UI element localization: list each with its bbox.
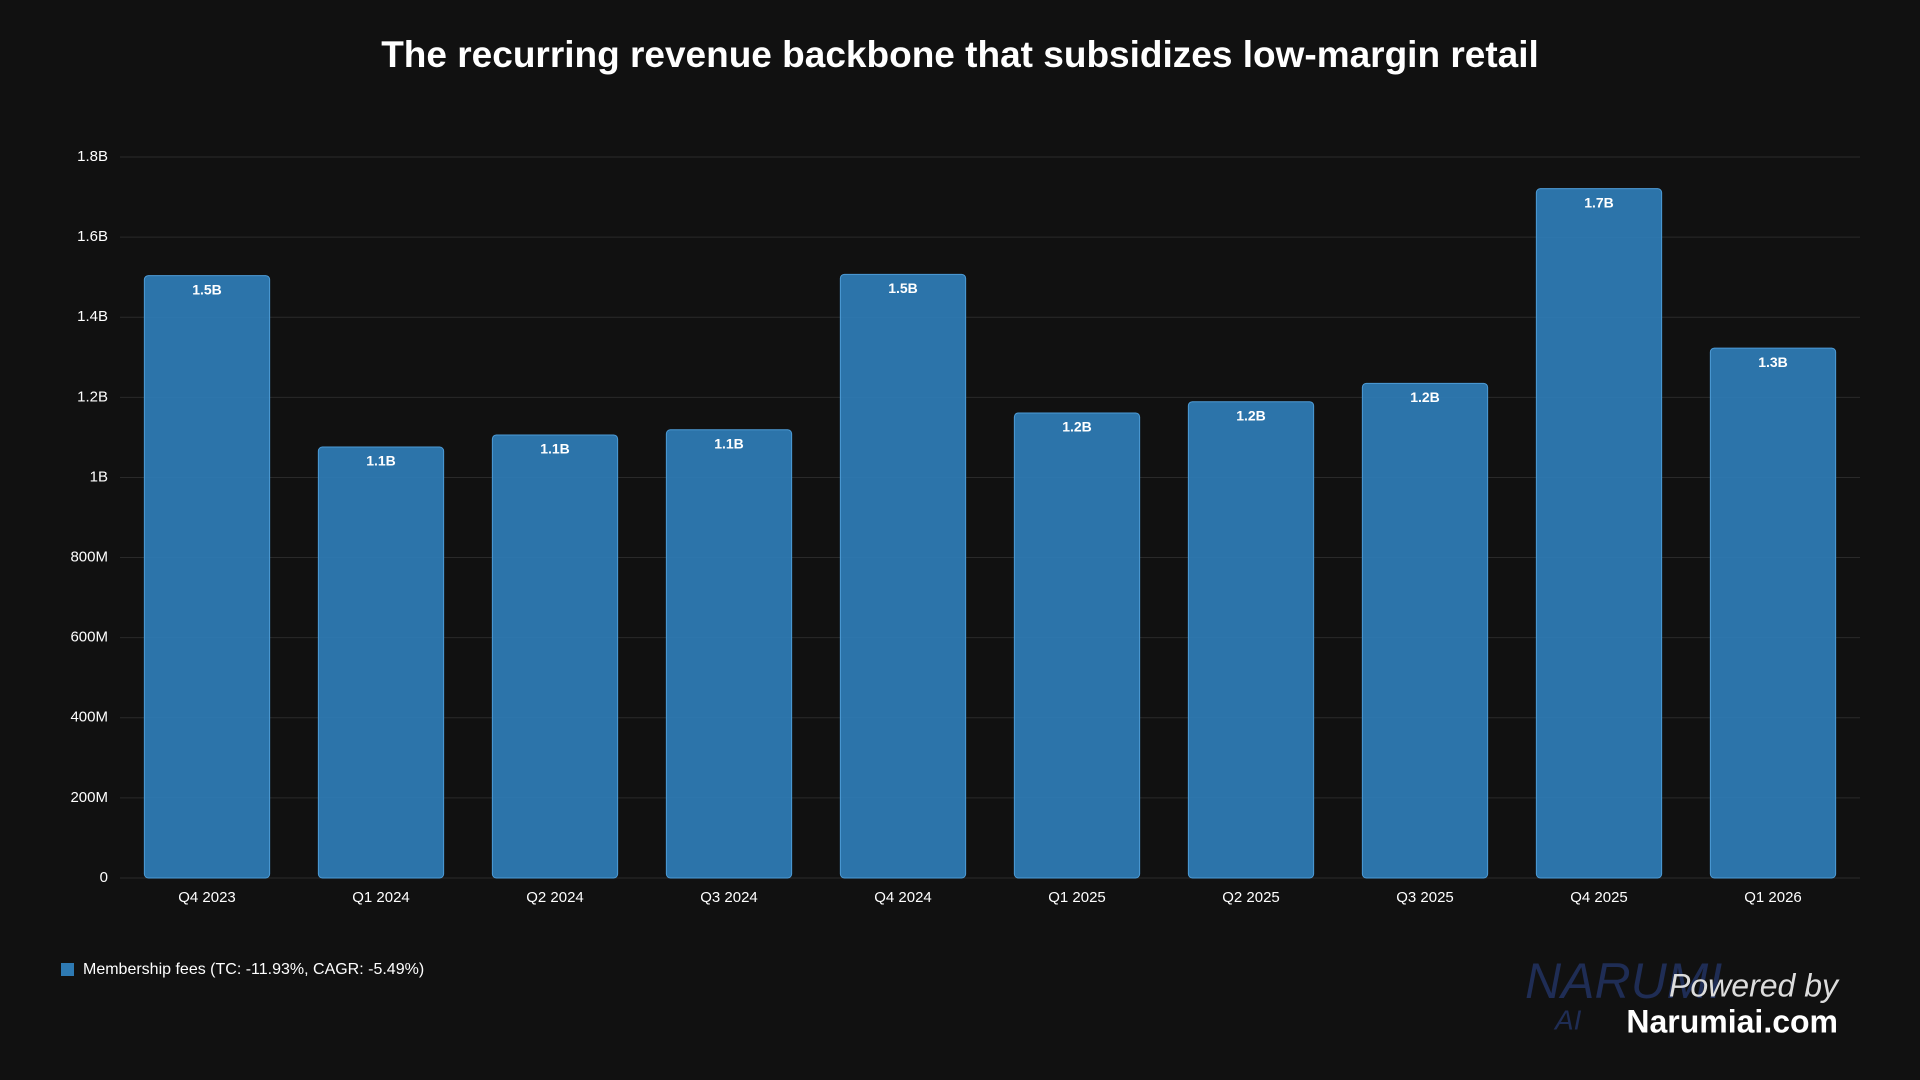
y-tick-label: 1.8B	[77, 148, 108, 165]
x-tick-label: Q3 2025	[1396, 889, 1454, 906]
value-label: 1.5B	[888, 280, 918, 296]
x-tick-label: Q1 2026	[1744, 889, 1802, 906]
x-tick-label: Q2 2024	[526, 889, 584, 906]
bar	[491, 434, 619, 879]
logo-sub: AI	[1553, 1004, 1582, 1035]
value-label: 1.1B	[366, 453, 396, 469]
value-label: 1.7B	[1584, 194, 1614, 210]
value-label: 1.1B	[540, 441, 570, 457]
y-tick-label: 600M	[70, 629, 108, 646]
bar	[143, 275, 271, 879]
y-tick-label: 1.6B	[77, 228, 108, 245]
x-tick-label: Q4 2023	[178, 889, 236, 906]
x-tick-label: Q1 2025	[1048, 889, 1106, 906]
value-label: 1.5B	[192, 281, 222, 297]
y-tick-label: 800M	[70, 549, 108, 566]
logo: NARUMI	[1525, 953, 1722, 1009]
chart-title: The recurring revenue backbone that subs…	[381, 34, 1539, 75]
bar	[317, 446, 445, 879]
y-tick-label: 1.2B	[77, 388, 108, 405]
x-tick-label: Q4 2025	[1570, 889, 1628, 906]
x-tick-label: Q3 2024	[700, 889, 758, 906]
y-tick-label: 200M	[70, 789, 108, 806]
tagline: Powered by	[1669, 967, 1840, 1003]
value-label: 1.1B	[714, 435, 744, 451]
value-label: 1.2B	[1236, 407, 1266, 423]
x-tick-label: Q2 2025	[1222, 889, 1280, 906]
x-tick-label: Q1 2024	[352, 889, 410, 906]
value-label: 1.2B	[1410, 389, 1440, 405]
y-tick-label: 0	[100, 869, 108, 886]
bar	[1013, 412, 1141, 879]
value-label: 1.2B	[1062, 419, 1092, 435]
bar	[839, 273, 967, 879]
bar	[1361, 382, 1489, 879]
bar	[665, 429, 793, 879]
value-label: 1.3B	[1758, 354, 1788, 370]
legend-swatch	[61, 963, 74, 976]
y-tick-label: 1B	[90, 468, 108, 485]
bar	[1709, 347, 1837, 879]
bar	[1187, 401, 1315, 879]
y-tick-label: 1.4B	[77, 308, 108, 325]
legend-label: Membership fees (TC: -11.93%, CAGR: -5.4…	[83, 961, 424, 978]
x-tick-label: Q4 2024	[874, 889, 932, 906]
y-tick-label: 400M	[70, 709, 108, 726]
site: Narumiai.com	[1626, 1003, 1838, 1039]
bar	[1535, 188, 1663, 879]
